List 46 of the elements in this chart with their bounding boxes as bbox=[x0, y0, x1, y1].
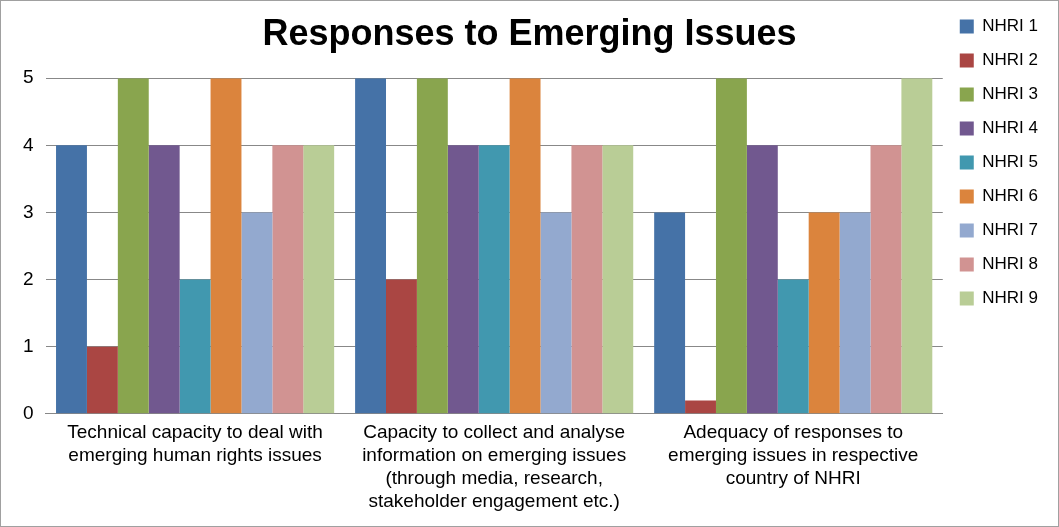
bar bbox=[808, 212, 840, 414]
bar bbox=[355, 78, 387, 414]
legend-label: NHRI 9 bbox=[982, 288, 1038, 308]
y-tick-label: 3 bbox=[22, 200, 34, 222]
bar bbox=[179, 279, 211, 414]
y-tick-label: 1 bbox=[22, 334, 34, 356]
bar bbox=[148, 145, 180, 414]
bar bbox=[839, 212, 871, 414]
legend-label: NHRI 4 bbox=[982, 118, 1038, 138]
x-tick-label: Capacity to collect and analyse information on emerging issues (through media, research, stakeholder engagement etc.) bbox=[362, 421, 627, 511]
bar bbox=[715, 78, 747, 414]
bar bbox=[210, 78, 242, 414]
legend-label: NHRI 5 bbox=[982, 152, 1038, 172]
bar bbox=[386, 279, 417, 414]
x-tick-label: Technical capacity to deal with emerging human rights issues bbox=[67, 421, 323, 466]
bar bbox=[602, 145, 634, 414]
y-tick-label: 4 bbox=[22, 133, 34, 155]
bar bbox=[870, 145, 902, 414]
bar bbox=[685, 400, 716, 414]
bar bbox=[303, 145, 335, 414]
bar bbox=[509, 78, 541, 414]
legend-label: NHRI 8 bbox=[982, 254, 1038, 274]
legend-label: NHRI 3 bbox=[982, 84, 1038, 104]
bar bbox=[746, 145, 778, 414]
bar bbox=[777, 279, 809, 414]
bar bbox=[117, 78, 149, 414]
bar bbox=[447, 145, 479, 414]
legend-label: NHRI 7 bbox=[982, 220, 1038, 240]
legend-label: NHRI 1 bbox=[982, 16, 1038, 36]
chart-title: Responses to Emerging Issues bbox=[262, 11, 797, 53]
x-tick-label: Adequacy of responses to emerging issues in respective country of NHRI bbox=[668, 421, 919, 489]
y-tick-label: 0 bbox=[22, 402, 34, 424]
bar bbox=[272, 145, 304, 414]
y-tick-label: 5 bbox=[22, 66, 34, 88]
legend-label: NHRI 6 bbox=[982, 186, 1038, 206]
y-tick-label: 2 bbox=[22, 267, 34, 289]
bar bbox=[901, 78, 933, 414]
bar bbox=[241, 212, 273, 414]
bar bbox=[416, 78, 448, 414]
bar bbox=[540, 212, 572, 414]
bar bbox=[654, 212, 686, 414]
bar bbox=[56, 145, 87, 414]
legend-label: NHRI 2 bbox=[982, 50, 1038, 70]
bar bbox=[86, 346, 118, 414]
bar bbox=[478, 145, 510, 414]
bar bbox=[571, 145, 603, 414]
